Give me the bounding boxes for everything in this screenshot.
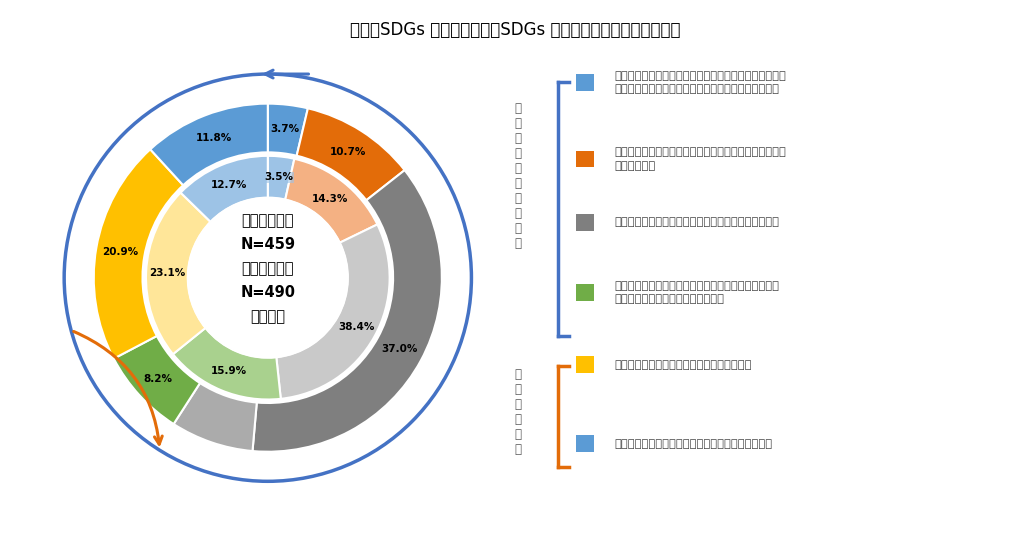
Bar (576, 74, 594, 91)
Wedge shape (180, 156, 268, 222)
Wedge shape (285, 159, 377, 242)
Text: 20.9%: 20.9% (102, 247, 138, 257)
Wedge shape (252, 170, 442, 452)
Text: 重
要
性
・
必
要
性
を
認
識: 重 要 性 ・ 必 要 性 を 認 識 (514, 102, 521, 250)
Text: 12.7%: 12.7% (210, 179, 247, 190)
Text: 社会貢献・課題解決の取り組みとして重要だが、自社
の事業活動に比べると優先度は低い: 社会貢献・課題解決の取り組みとして重要だが、自社 の事業活動に比べると優先度は低… (615, 281, 780, 304)
Text: 3.5%: 3.5% (265, 172, 294, 182)
Text: 図６　SDGs に対する印象（SDGs 未取り組み企業・単独回答）: 図６ SDGs に対する印象（SDGs 未取り組み企業・単独回答） (350, 21, 680, 40)
Wedge shape (94, 150, 183, 359)
Text: 取り組みの必要性は理解するが、何から取り組めばよい
か分からない: 取り組みの必要性は理解するが、何から取り組めばよい か分からない (615, 147, 787, 170)
Wedge shape (268, 104, 308, 156)
Wedge shape (268, 156, 295, 200)
Text: 自
社
に
無
関
係: 自 社 に 無 関 係 (514, 368, 521, 457)
Text: 国連が採択したもので、自社には関係しない: 国連が採択したもので、自社には関係しない (615, 360, 752, 370)
Bar (576, 356, 594, 373)
Text: 社会貢献・課題解決の取り組みとして重要であり、すで
に自社の事業活動にも同様の取り組みが含まれている: 社会貢献・課題解決の取り組みとして重要であり、すで に自社の事業活動にも同様の取… (615, 70, 787, 94)
Text: 10.7%: 10.7% (331, 146, 367, 156)
Wedge shape (297, 108, 405, 200)
Bar (576, 284, 594, 301)
Text: 14.3%: 14.3% (312, 193, 348, 203)
Text: 23.1%: 23.1% (149, 268, 185, 278)
Text: 11.8%: 11.8% (196, 133, 232, 143)
Wedge shape (150, 104, 268, 185)
Text: 取り組みの必要性は理解するが、取り組む余裕がない: 取り組みの必要性は理解するが、取り組む余裕がない (615, 217, 780, 227)
Bar (576, 151, 594, 167)
Text: 大企業が取り組むべきもので、自社には関係しない: 大企業が取り組むべきもので、自社には関係しない (615, 438, 772, 449)
Wedge shape (174, 383, 256, 451)
Text: 37.0%: 37.0% (381, 344, 417, 354)
Text: 3.7%: 3.7% (271, 124, 300, 134)
Wedge shape (276, 224, 389, 399)
Text: 15.9%: 15.9% (211, 366, 247, 376)
Wedge shape (173, 328, 281, 399)
Text: 38.4%: 38.4% (338, 321, 374, 332)
Text: 8.2%: 8.2% (143, 374, 172, 384)
Wedge shape (146, 193, 210, 354)
Wedge shape (113, 336, 200, 424)
Circle shape (187, 198, 348, 358)
Bar (576, 214, 594, 231)
Text: 外側（今回）
N=459
内側（前回）
N=490
単独回答: 外側（今回） N=459 内側（前回） N=490 単独回答 (240, 214, 296, 325)
Bar (576, 435, 594, 452)
